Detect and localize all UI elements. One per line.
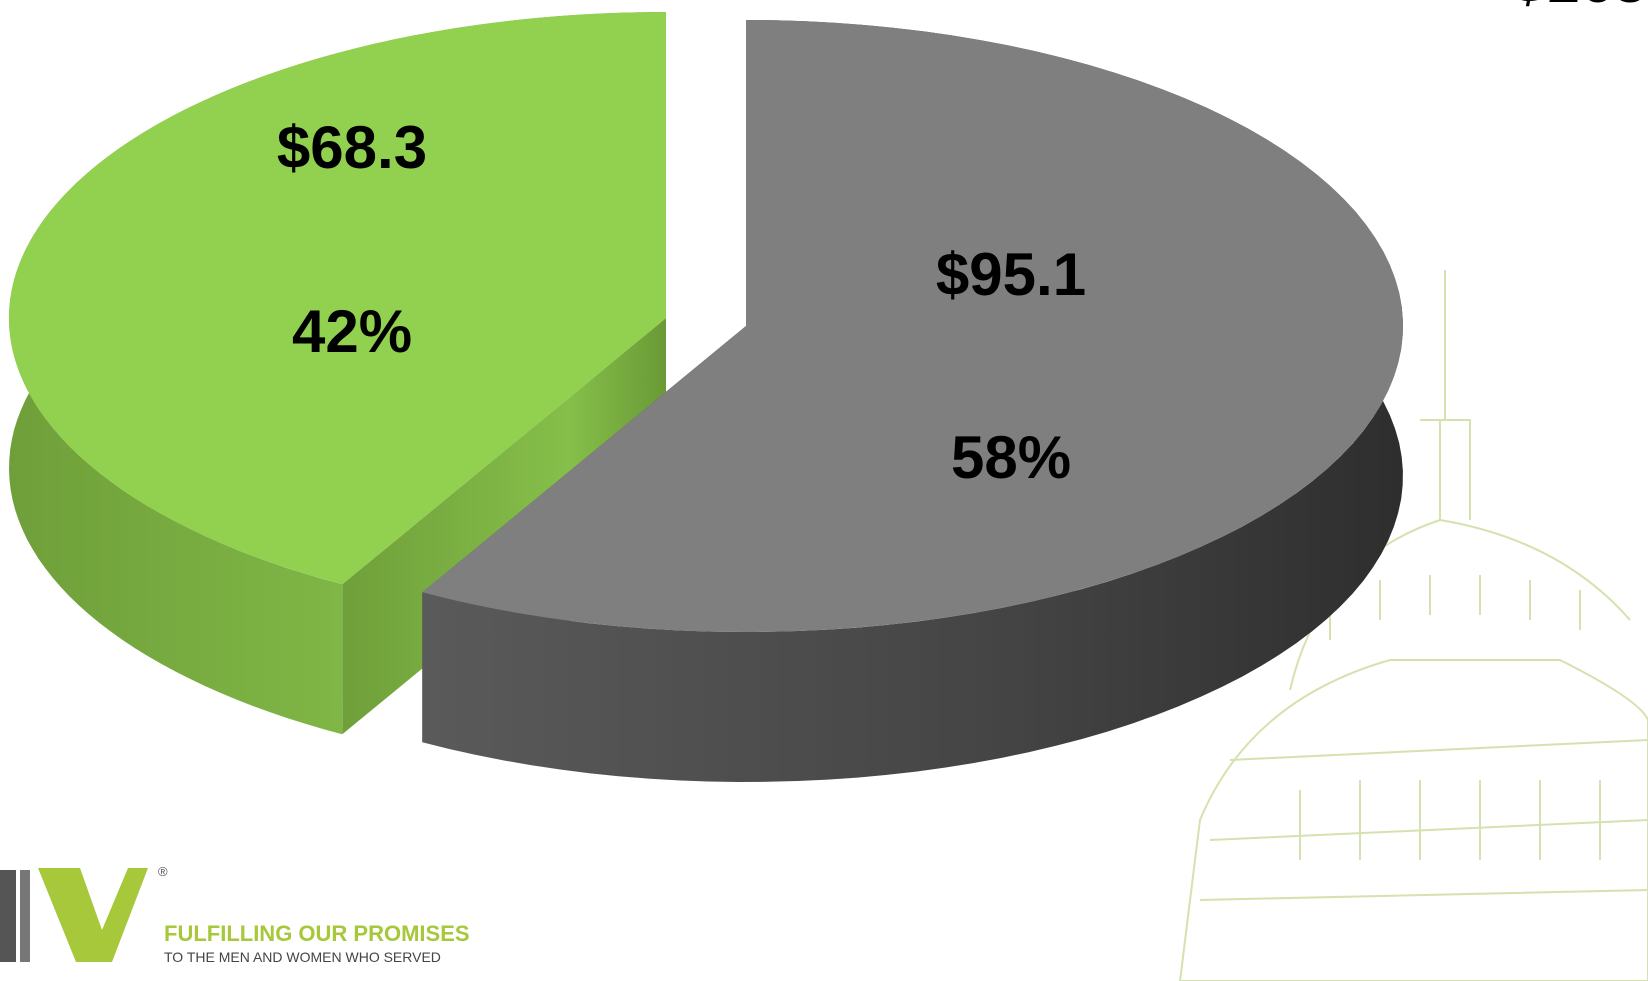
slice xyxy=(8,11,667,585)
logo-bar xyxy=(20,870,30,962)
slice xyxy=(422,20,1403,632)
logo-tagline: FULFILLING OUR PROMISES xyxy=(164,921,470,946)
percent-label: 58% xyxy=(951,424,1071,491)
logo-mark: ® xyxy=(158,864,168,879)
data-label: $95.1 xyxy=(936,241,1086,308)
percent-label: 42% xyxy=(292,298,412,365)
logo-bar xyxy=(0,870,16,962)
total-label: $163.4 xyxy=(1514,0,1648,15)
logo: ® FULFILLING OUR PROMISES TO THE MEN AND… xyxy=(0,864,470,965)
slice: $95.1 58% xyxy=(422,20,1403,782)
data-label: $68.3 xyxy=(277,114,427,181)
logo-subline: TO THE MEN AND WOMEN WHO SERVED xyxy=(164,949,441,965)
pie: $68.3 42% $95.1 58% xyxy=(8,11,1403,782)
logo-v xyxy=(38,868,148,962)
